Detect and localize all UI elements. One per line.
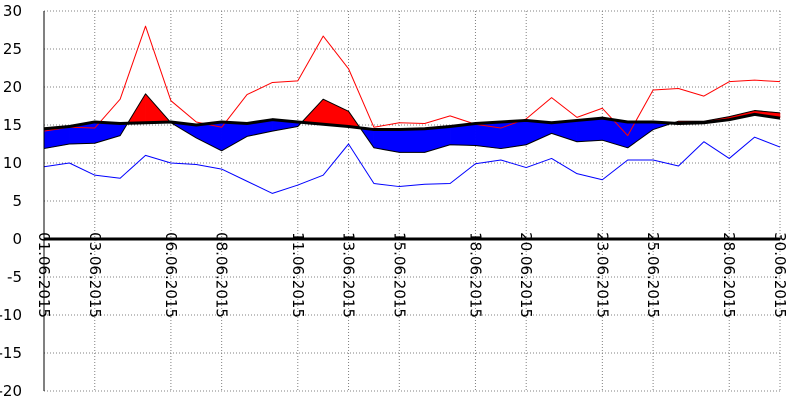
y-tick-label: 0 — [12, 230, 22, 248]
x-tick-label: 08.06.2015 — [213, 232, 231, 318]
y-tick-labels: 30 25 20 15 10 5 0 -5 -10 -15 -20 — [0, 2, 22, 400]
y-tick-label: -10 — [0, 306, 22, 324]
series-line-1 — [43, 25, 781, 137]
y-tick-label: -20 — [0, 382, 22, 400]
x-tick-label: 03.06.2015 — [86, 232, 104, 318]
series-line-2 — [43, 136, 781, 194]
y-tick-label: 5 — [12, 192, 22, 210]
x-tick-label: 30.06.2015 — [771, 232, 789, 318]
x-tick-label: 18.06.2015 — [466, 232, 484, 318]
above-norm-area — [322, 98, 349, 127]
below-norm-area — [525, 120, 552, 146]
x-tick-label: 23.06.2015 — [593, 232, 611, 318]
y-tick-label: 15 — [3, 116, 22, 134]
grid — [43, 10, 781, 392]
below-norm-area — [576, 117, 603, 142]
below-norm-area — [221, 121, 248, 152]
x-tick-label: 28.06.2015 — [720, 232, 738, 318]
x-tick-label: 06.06.2015 — [162, 232, 180, 318]
series-line-3 — [43, 93, 781, 153]
below-norm-area — [500, 120, 527, 149]
y-tick-label: 10 — [3, 154, 22, 172]
x-tick-label: 11.06.2015 — [289, 232, 307, 318]
y-tick-label: 30 — [3, 2, 22, 20]
y-tick-label: 25 — [3, 40, 22, 58]
y-tick-label: 20 — [3, 78, 22, 96]
series-line-4 — [43, 112, 781, 132]
y-tick-label: -5 — [7, 268, 22, 286]
x-tick-label: 15.06.2015 — [390, 232, 408, 318]
x-tick-label: 25.06.2015 — [644, 232, 662, 318]
x-tick-labels: 01.06.2015 03.06.2015 06.06.2015 08.06.2015… — [35, 232, 789, 318]
x-tick-label: 01.06.2015 — [35, 232, 53, 318]
series-lines — [43, 25, 781, 194]
zero-axis — [43, 11, 780, 391]
x-tick-label: 13.06.2015 — [340, 232, 358, 318]
below-norm-area — [94, 121, 121, 144]
below-norm-area — [627, 121, 654, 149]
x-tick-label: 20.06.2015 — [517, 232, 535, 318]
below-norm-area — [399, 128, 425, 153]
y-tick-label: -15 — [0, 344, 22, 362]
